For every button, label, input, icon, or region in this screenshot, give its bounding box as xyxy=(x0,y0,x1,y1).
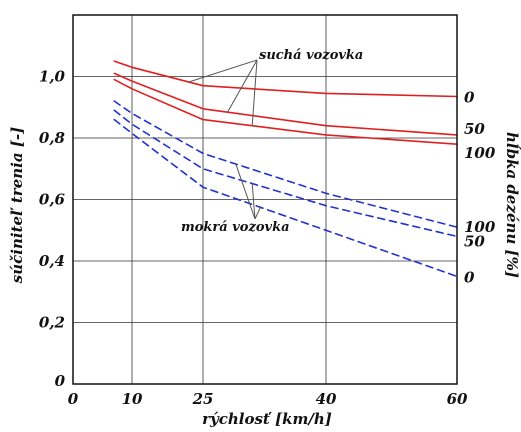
grid xyxy=(73,15,457,384)
series-line-dry-100 xyxy=(113,78,458,145)
series-end-label: 50 xyxy=(464,120,485,138)
series-line-wet-50 xyxy=(113,109,458,238)
dry-leader-line xyxy=(227,59,258,113)
y2-axis-title: hĺbka dezénu [%] xyxy=(503,132,521,278)
x-tick-label: 40 xyxy=(316,390,337,408)
series-end-label: 100 xyxy=(464,218,496,236)
series-line-wet-100 xyxy=(113,100,458,228)
series-line-dry-50 xyxy=(113,72,458,136)
series-group xyxy=(113,60,458,278)
y-tick-label: 0,6 xyxy=(39,191,66,209)
y-tick-label: 0,2 xyxy=(39,314,65,332)
x-axis-title: rýchlosť [km/h] xyxy=(202,410,332,428)
series-end-label: 0 xyxy=(464,268,475,286)
y-axis-title: súčiniteľ trenia [-] xyxy=(8,127,26,283)
y-tick-label: 0 xyxy=(55,372,66,390)
plot-frame xyxy=(72,14,458,385)
y-tick-label: 0,8 xyxy=(39,129,66,147)
wet-leader-line xyxy=(235,163,256,220)
y-tick-labels: 0 0,2 0,4 0,6 0,8 1,0 xyxy=(39,68,66,391)
x-tick-label: 25 xyxy=(192,390,214,408)
x-tick-label: 0 xyxy=(68,390,79,408)
annotation-leaders xyxy=(188,59,261,220)
y-tick-label: 1,0 xyxy=(39,68,66,86)
wet-road-annotation: mokrá vozovka xyxy=(181,220,290,235)
wet-leader-line xyxy=(251,183,256,220)
series-end-label: 100 xyxy=(464,144,496,162)
series-line-wet-0 xyxy=(113,118,458,278)
series-end-label: 50 xyxy=(464,232,485,250)
series-line-dry-0 xyxy=(113,60,458,98)
series-end-label: 0 xyxy=(464,88,475,106)
x-tick-labels: 0 10 25 40 60 xyxy=(68,390,468,408)
y-tick-label: 0,4 xyxy=(39,252,65,270)
dry-leader-line xyxy=(188,59,258,83)
dry-road-annotation: suchá vozovka xyxy=(259,48,363,63)
wet-leader-line xyxy=(254,207,261,220)
dry-leader-line xyxy=(251,59,258,126)
x-tick-label: 60 xyxy=(447,390,468,408)
x-tick-label: 10 xyxy=(122,390,143,408)
